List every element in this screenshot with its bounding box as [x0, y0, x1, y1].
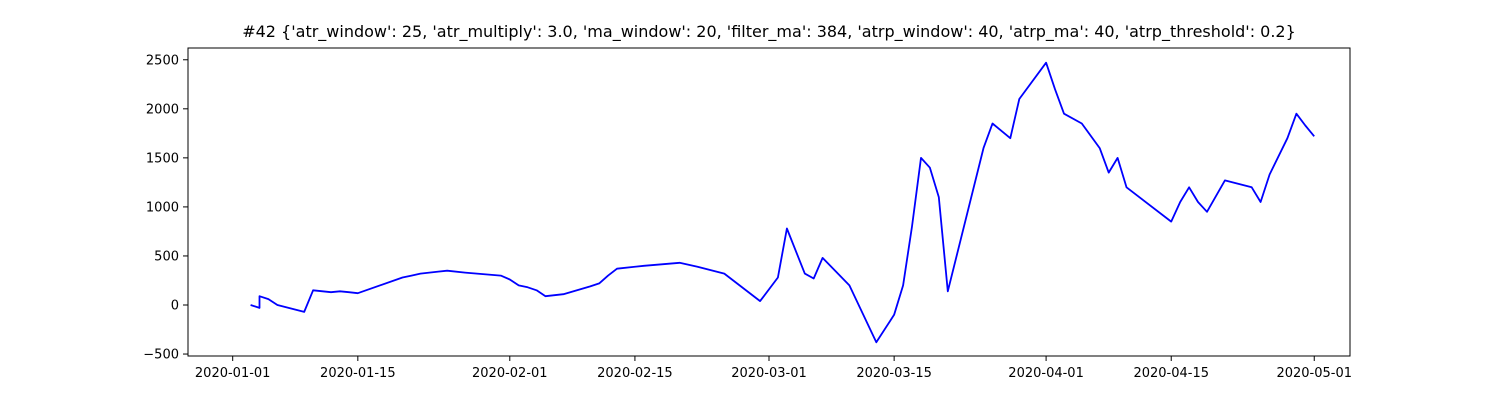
x-tick-label: 2020-04-01 [1008, 366, 1084, 381]
x-tick-label: 2020-01-01 [195, 366, 271, 381]
y-tick-label: 500 [154, 249, 179, 264]
x-tick-label: 2020-04-15 [1133, 366, 1209, 381]
chart-title: #42 {'atr_window': 25, 'atr_multiply': 3… [242, 22, 1296, 41]
y-tick-label: 0 [171, 298, 179, 313]
y-tick-label: −500 [143, 348, 179, 363]
y-tick-label: 1000 [146, 200, 179, 215]
x-tick-label: 2020-01-15 [320, 366, 396, 381]
series-layer [250, 61, 1315, 344]
y-tick-label: 2500 [146, 53, 179, 68]
x-tick-label: 2020-03-15 [856, 366, 932, 381]
x-tick-label: 2020-03-01 [731, 366, 807, 381]
y-tick-label: 2000 [146, 102, 179, 117]
plot-frame [187, 47, 1351, 357]
x-tick-label: 2020-02-01 [472, 366, 548, 381]
y-tick-label: 1500 [146, 151, 179, 166]
x-tick-label: 2020-05-01 [1276, 366, 1352, 381]
axes-layer: 2020-01-01 2020-01-15 2020-02-01 2020-02-15… [143, 47, 1352, 381]
x-tick-label: 2020-02-15 [597, 366, 673, 381]
series-line [250, 61, 1315, 344]
